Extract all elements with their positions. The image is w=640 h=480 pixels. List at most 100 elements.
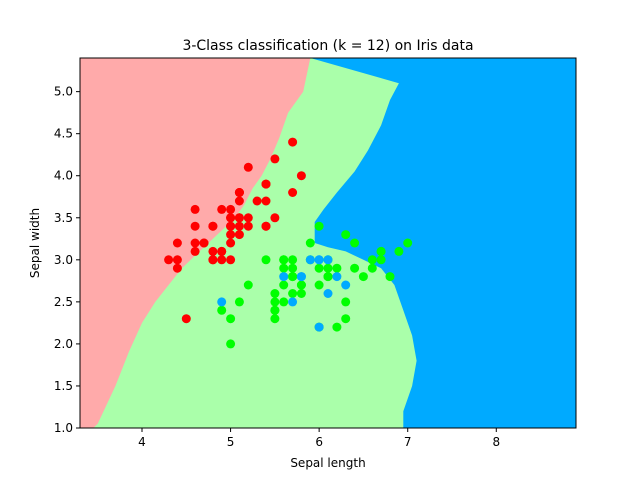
data-point-class-1 xyxy=(288,255,298,265)
decision-region-class-2 xyxy=(310,58,576,428)
data-point-class-1 xyxy=(367,255,377,265)
data-point-class-0 xyxy=(172,238,182,248)
data-point-class-1 xyxy=(341,230,351,240)
data-point-class-0 xyxy=(190,246,200,256)
data-point-class-0 xyxy=(190,221,200,231)
x-tick-label: 4 xyxy=(138,435,146,449)
data-point-class-0 xyxy=(226,204,236,214)
data-point-class-0 xyxy=(234,188,244,197)
x-tick-label: 6 xyxy=(315,435,323,449)
data-point-class-1 xyxy=(305,238,315,248)
data-point-class-1 xyxy=(279,297,289,307)
data-point-class-2 xyxy=(296,272,306,282)
x-axis-label: Sepal length xyxy=(290,456,365,470)
data-point-class-1 xyxy=(376,255,386,265)
data-point-class-0 xyxy=(288,188,298,197)
data-point-class-0 xyxy=(234,230,244,240)
data-point-class-0 xyxy=(172,263,182,273)
data-point-class-1 xyxy=(350,263,360,273)
data-point-class-0 xyxy=(261,196,271,206)
data-point-class-2 xyxy=(314,322,324,332)
data-point-class-1 xyxy=(234,297,244,307)
y-tick-label: 3.5 xyxy=(54,211,73,225)
x-tick-label: 8 xyxy=(492,435,500,449)
data-point-class-1 xyxy=(288,289,298,298)
x-axis: 4 5 6 7 8 xyxy=(138,428,500,449)
data-point-class-0 xyxy=(226,213,236,223)
data-point-class-2 xyxy=(279,272,289,282)
y-tick-label: 1.5 xyxy=(54,379,73,393)
data-point-class-1 xyxy=(332,263,342,273)
data-point-class-1 xyxy=(288,272,298,282)
data-point-class-0 xyxy=(261,221,271,231)
data-point-class-1 xyxy=(314,263,324,273)
data-point-class-0 xyxy=(208,255,218,265)
data-point-class-1 xyxy=(270,289,280,298)
data-point-class-0 xyxy=(243,221,253,231)
data-point-class-1 xyxy=(226,314,236,324)
data-point-class-0 xyxy=(208,246,218,256)
data-point-class-1 xyxy=(385,272,395,282)
data-point-class-0 xyxy=(199,238,209,248)
data-point-class-0 xyxy=(296,171,306,181)
data-point-class-0 xyxy=(190,238,200,248)
data-point-class-1 xyxy=(243,280,253,290)
data-point-class-2 xyxy=(341,280,351,290)
data-point-class-1 xyxy=(323,263,333,273)
data-point-class-0 xyxy=(243,213,253,223)
data-point-class-1 xyxy=(403,238,413,248)
plot-frame xyxy=(79,57,577,429)
data-point-class-1 xyxy=(394,246,404,256)
plot-area xyxy=(80,58,576,428)
data-point-class-0 xyxy=(226,238,236,248)
data-point-class-0 xyxy=(190,204,200,214)
data-point-class-0 xyxy=(164,255,174,265)
data-point-class-1 xyxy=(270,297,280,307)
data-point-class-1 xyxy=(367,263,377,273)
data-point-class-0 xyxy=(234,196,244,206)
data-point-class-0 xyxy=(288,137,298,147)
y-tick-label: 4.0 xyxy=(54,169,73,183)
data-point-class-0 xyxy=(226,255,236,265)
data-point-class-0 xyxy=(181,314,191,324)
data-point-class-1 xyxy=(296,280,306,290)
y-tick-label: 1.0 xyxy=(54,421,73,435)
data-point-class-0 xyxy=(226,221,236,231)
data-point-class-1 xyxy=(376,246,386,256)
data-point-class-2 xyxy=(323,289,333,298)
data-point-class-1 xyxy=(279,255,289,265)
chart-title: 3-Class classification (k = 12) on Iris … xyxy=(182,38,473,54)
data-point-class-0 xyxy=(252,196,262,206)
data-point-class-0 xyxy=(172,255,182,265)
y-tick-label: 5.0 xyxy=(54,85,73,99)
data-point-class-0 xyxy=(261,179,271,189)
data-point-class-0 xyxy=(270,154,280,164)
data-point-class-0 xyxy=(234,221,244,231)
data-point-class-0 xyxy=(234,213,244,223)
data-point-class-1 xyxy=(279,263,289,273)
data-point-class-1 xyxy=(341,314,351,324)
y-tick-label: 2.0 xyxy=(54,337,73,351)
y-tick-label: 3.0 xyxy=(54,253,73,267)
data-point-class-0 xyxy=(217,204,227,214)
y-tick-label: 4.5 xyxy=(54,127,73,141)
data-point-class-0 xyxy=(217,255,227,265)
data-point-class-1 xyxy=(270,305,280,315)
data-point-class-1 xyxy=(314,221,324,231)
data-point-class-1 xyxy=(314,280,324,290)
data-point-class-0 xyxy=(270,213,280,223)
data-point-class-1 xyxy=(270,314,280,324)
data-point-class-1 xyxy=(217,305,227,315)
data-point-class-0 xyxy=(217,246,227,256)
data-point-class-1 xyxy=(296,289,306,298)
data-point-class-1 xyxy=(226,339,236,349)
data-point-class-2 xyxy=(314,255,324,265)
data-point-class-1 xyxy=(261,255,271,265)
data-point-class-1 xyxy=(279,280,289,290)
data-point-class-2 xyxy=(305,255,315,265)
data-point-class-1 xyxy=(332,322,342,332)
data-point-class-0 xyxy=(243,162,253,172)
data-point-class-1 xyxy=(323,272,333,282)
data-point-class-2 xyxy=(217,297,227,307)
